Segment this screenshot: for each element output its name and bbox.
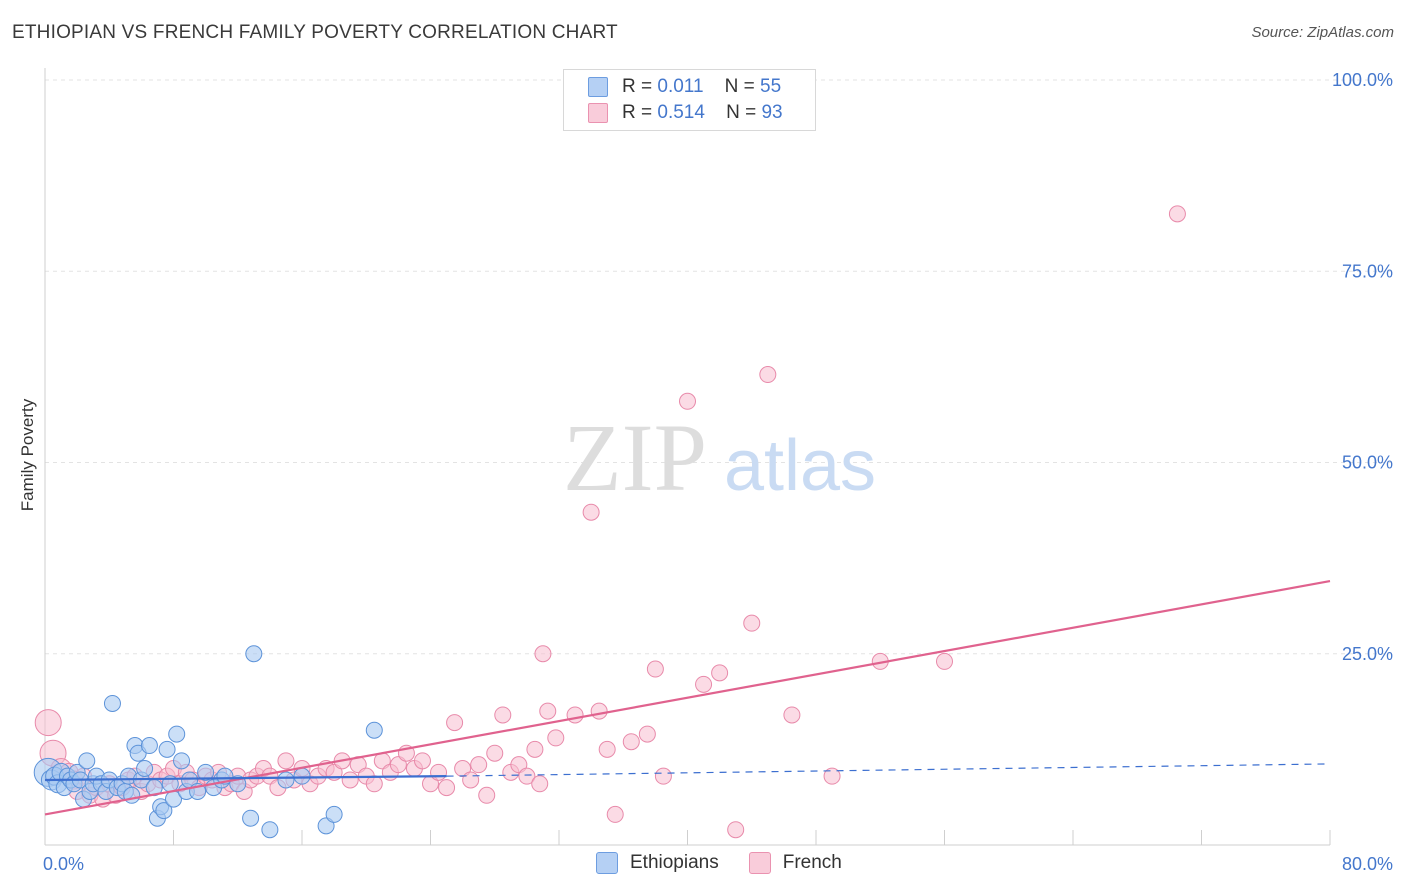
french-point [413,752,431,770]
french-point [462,771,480,789]
ethiopian-point [78,752,96,770]
french-point [727,821,745,839]
legend-n-label: N = [726,102,757,123]
ethiopian-point [140,737,158,755]
legend-label-french: French [782,852,842,873]
grid-lines [45,79,1392,655]
ethiopian-point [261,821,279,839]
french-point [622,733,640,751]
french-point [526,740,544,758]
y-tick-label: 100.0% [1332,70,1393,90]
legend-label-ethiopians: Ethiopians [630,852,719,873]
legend-item-ethiopians: Ethiopians [596,852,719,874]
legend-r-value: 0.514 [657,102,705,123]
french-point [646,660,664,678]
french-point [277,752,295,770]
watermark-zip: ZIP [563,404,707,511]
french-point [679,392,696,410]
axes [44,68,1331,846]
french-point [783,706,801,724]
ethiopian-trend-extension [446,763,1331,777]
watermark-atlas: atlas [724,426,876,506]
chart-title: ETHIOPIAN VS FRENCH FAMILY POVERTY CORRE… [12,22,618,43]
y-tick-label: 75.0% [1342,261,1393,281]
french-point [590,702,608,720]
source-credit: Source: ZipAtlas.com [1251,24,1394,41]
correlation-legend: R = 0.011 N = 55 R = 0.514 N = 93 [563,69,816,131]
french-point [1168,205,1186,223]
legend-swatch-ethiopians [596,852,618,874]
french-trend-line [44,579,1331,816]
series-french [34,205,1186,839]
french-point [743,614,761,632]
french-point [638,725,656,743]
series-legend: Ethiopians French [596,852,872,874]
french-point [478,786,496,804]
legend-swatch-french [748,852,771,874]
legend-n-value: 55 [760,76,782,97]
french-point [936,652,953,670]
x-tick-label: 80.0% [1342,854,1393,874]
french-point [494,706,512,724]
french-point [430,763,448,781]
legend-r-label: R = [622,102,653,123]
french-point [341,771,359,789]
french-point [711,664,729,682]
ethiopian-point [277,771,295,789]
french-point [446,714,464,732]
french-point [566,706,584,724]
french-point [486,744,504,762]
french-point [759,366,777,384]
ethiopian-trend-line [44,775,447,782]
ethiopian-point [158,740,176,758]
ethiopian-point [365,721,383,739]
ethiopian-point [103,694,121,712]
ethiopian-point [242,809,260,827]
french-point [654,767,672,785]
french-point [531,775,549,793]
french-point [547,729,565,747]
ethiopian-point [197,763,215,781]
ethiopian-point [123,786,141,804]
y-tick-label: 50.0% [1342,453,1393,473]
french-point [534,645,552,663]
legend-row-ethiopians: R = 0.011 N = 55 [588,75,781,99]
french-point [823,767,841,785]
legend-n-label: N = [724,76,755,97]
ethiopian-point [245,645,263,663]
french-point [365,775,383,793]
french-point [34,709,62,737]
french-point [539,702,557,720]
legend-n-value: 93 [761,102,783,123]
trend-lines [44,579,1331,816]
legend-swatch-french [588,103,608,123]
legend-r-value: 0.011 [657,76,704,97]
ethiopian-point [136,760,154,777]
french-point [438,779,456,797]
french-point [470,756,488,774]
french-point [518,767,536,785]
legend-r-label: R = [622,76,653,97]
ethiopian-point [155,802,173,820]
ethiopian-point [325,805,343,823]
x-tick-label: 0.0% [43,854,84,874]
tick-labels: 25.0% 50.0% 75.0% 100.0% 0.0% 80.0% [43,70,1393,874]
french-point [598,740,616,758]
legend-row-french: R = 0.514 N = 93 [588,101,783,125]
french-point [582,503,600,521]
french-point [606,805,624,823]
series-ethiopians [33,645,383,839]
legend-item-french: French [748,852,842,874]
ethiopian-point [293,767,311,785]
legend-swatch-ethiopians [588,77,608,97]
y-tick-label: 25.0% [1342,644,1393,664]
french-point [695,675,713,693]
ethiopian-point [173,752,191,770]
ethiopian-point [168,725,186,743]
watermark: ZIP atlas [563,404,876,511]
